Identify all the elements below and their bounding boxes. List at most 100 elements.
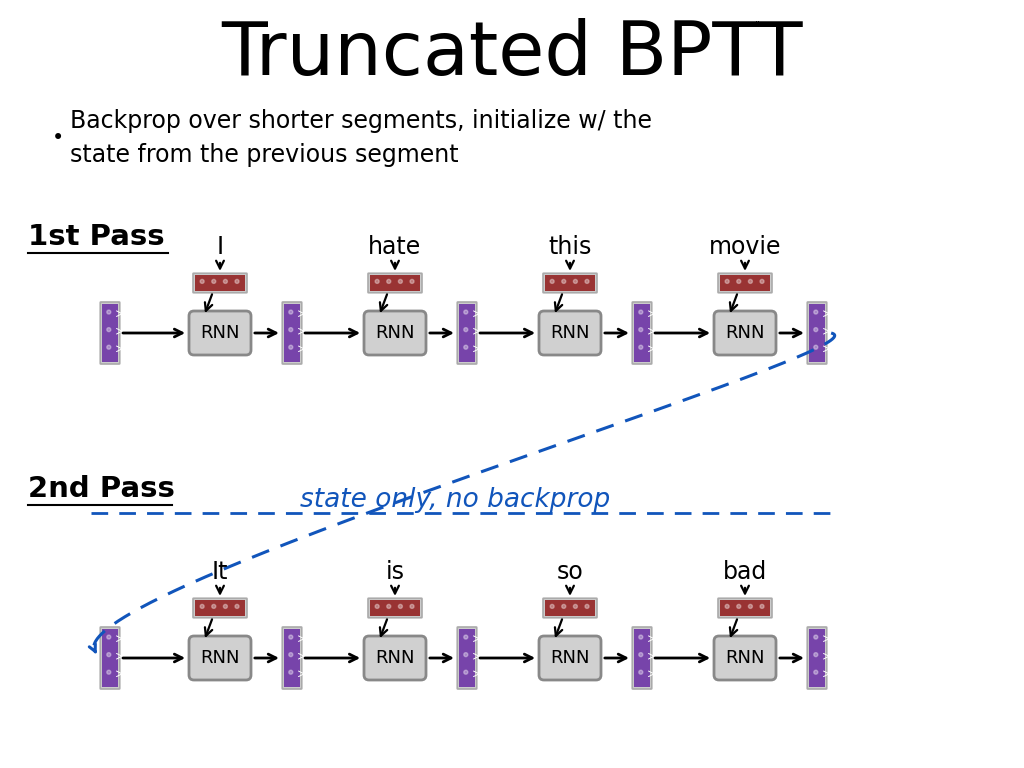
Circle shape	[200, 604, 204, 608]
Circle shape	[464, 635, 468, 639]
Circle shape	[232, 603, 244, 613]
Text: Truncated BPTT: Truncated BPTT	[221, 18, 803, 91]
Circle shape	[410, 604, 414, 608]
FancyBboxPatch shape	[714, 636, 776, 680]
Circle shape	[104, 634, 116, 644]
Text: is: is	[385, 560, 404, 584]
FancyBboxPatch shape	[100, 627, 120, 689]
Circle shape	[462, 326, 472, 336]
Circle shape	[559, 278, 570, 288]
Circle shape	[736, 280, 740, 283]
Circle shape	[223, 604, 227, 608]
Circle shape	[548, 603, 558, 613]
FancyBboxPatch shape	[545, 601, 595, 616]
Circle shape	[398, 280, 402, 283]
Circle shape	[559, 603, 570, 613]
Circle shape	[814, 346, 818, 349]
Text: RNN: RNN	[725, 649, 765, 667]
FancyBboxPatch shape	[193, 273, 247, 293]
Circle shape	[106, 670, 111, 674]
Circle shape	[375, 280, 379, 283]
Text: 2nd Pass: 2nd Pass	[28, 475, 175, 503]
FancyBboxPatch shape	[807, 302, 826, 364]
Circle shape	[639, 328, 643, 332]
FancyBboxPatch shape	[283, 302, 302, 364]
Circle shape	[287, 634, 297, 644]
Circle shape	[462, 669, 472, 679]
Circle shape	[287, 651, 297, 661]
FancyBboxPatch shape	[714, 311, 776, 355]
Circle shape	[812, 669, 822, 679]
Circle shape	[585, 280, 589, 283]
FancyBboxPatch shape	[102, 629, 118, 687]
Circle shape	[462, 343, 472, 354]
Circle shape	[746, 603, 757, 613]
FancyBboxPatch shape	[634, 629, 650, 687]
FancyBboxPatch shape	[364, 636, 426, 680]
Circle shape	[373, 278, 383, 288]
FancyBboxPatch shape	[193, 598, 247, 617]
Circle shape	[464, 328, 468, 332]
Circle shape	[106, 653, 111, 657]
Text: RNN: RNN	[550, 649, 590, 667]
Circle shape	[385, 603, 395, 613]
Text: RNN: RNN	[201, 649, 240, 667]
Circle shape	[571, 603, 582, 613]
Circle shape	[106, 346, 111, 349]
FancyBboxPatch shape	[102, 304, 118, 362]
Text: RNN: RNN	[201, 324, 240, 342]
Circle shape	[373, 603, 383, 613]
Circle shape	[723, 278, 733, 288]
Circle shape	[725, 604, 729, 608]
Circle shape	[812, 326, 822, 336]
FancyBboxPatch shape	[189, 311, 251, 355]
Text: hate: hate	[369, 235, 422, 259]
FancyBboxPatch shape	[809, 304, 824, 362]
Circle shape	[464, 653, 468, 657]
FancyBboxPatch shape	[458, 627, 477, 689]
Circle shape	[408, 278, 418, 288]
Circle shape	[396, 278, 407, 288]
FancyBboxPatch shape	[720, 275, 770, 291]
Circle shape	[200, 280, 204, 283]
FancyBboxPatch shape	[368, 598, 422, 617]
Circle shape	[104, 309, 116, 319]
FancyBboxPatch shape	[545, 275, 595, 291]
FancyBboxPatch shape	[285, 304, 300, 362]
Circle shape	[289, 653, 293, 657]
Circle shape	[548, 278, 558, 288]
Circle shape	[562, 280, 566, 283]
Circle shape	[725, 280, 729, 283]
FancyBboxPatch shape	[459, 304, 475, 362]
Circle shape	[210, 603, 220, 613]
FancyBboxPatch shape	[543, 598, 597, 617]
Circle shape	[287, 326, 297, 336]
Text: RNN: RNN	[375, 324, 415, 342]
Text: state only, no backprop: state only, no backprop	[300, 487, 610, 513]
FancyBboxPatch shape	[543, 273, 597, 293]
Circle shape	[462, 309, 472, 319]
Circle shape	[410, 280, 414, 283]
Circle shape	[749, 280, 753, 283]
Circle shape	[812, 634, 822, 644]
FancyBboxPatch shape	[459, 629, 475, 687]
Circle shape	[287, 669, 297, 679]
FancyBboxPatch shape	[718, 598, 772, 617]
FancyBboxPatch shape	[632, 627, 651, 689]
Text: RNN: RNN	[550, 324, 590, 342]
Text: RNN: RNN	[725, 324, 765, 342]
Circle shape	[814, 653, 818, 657]
Circle shape	[287, 343, 297, 354]
Text: •: •	[52, 128, 65, 148]
Circle shape	[106, 328, 111, 332]
Circle shape	[637, 634, 647, 644]
FancyBboxPatch shape	[807, 627, 826, 689]
Circle shape	[210, 278, 220, 288]
FancyBboxPatch shape	[720, 601, 770, 616]
FancyBboxPatch shape	[632, 302, 651, 364]
Circle shape	[104, 669, 116, 679]
Circle shape	[289, 346, 293, 349]
Circle shape	[583, 603, 593, 613]
Circle shape	[573, 280, 578, 283]
Circle shape	[464, 670, 468, 674]
